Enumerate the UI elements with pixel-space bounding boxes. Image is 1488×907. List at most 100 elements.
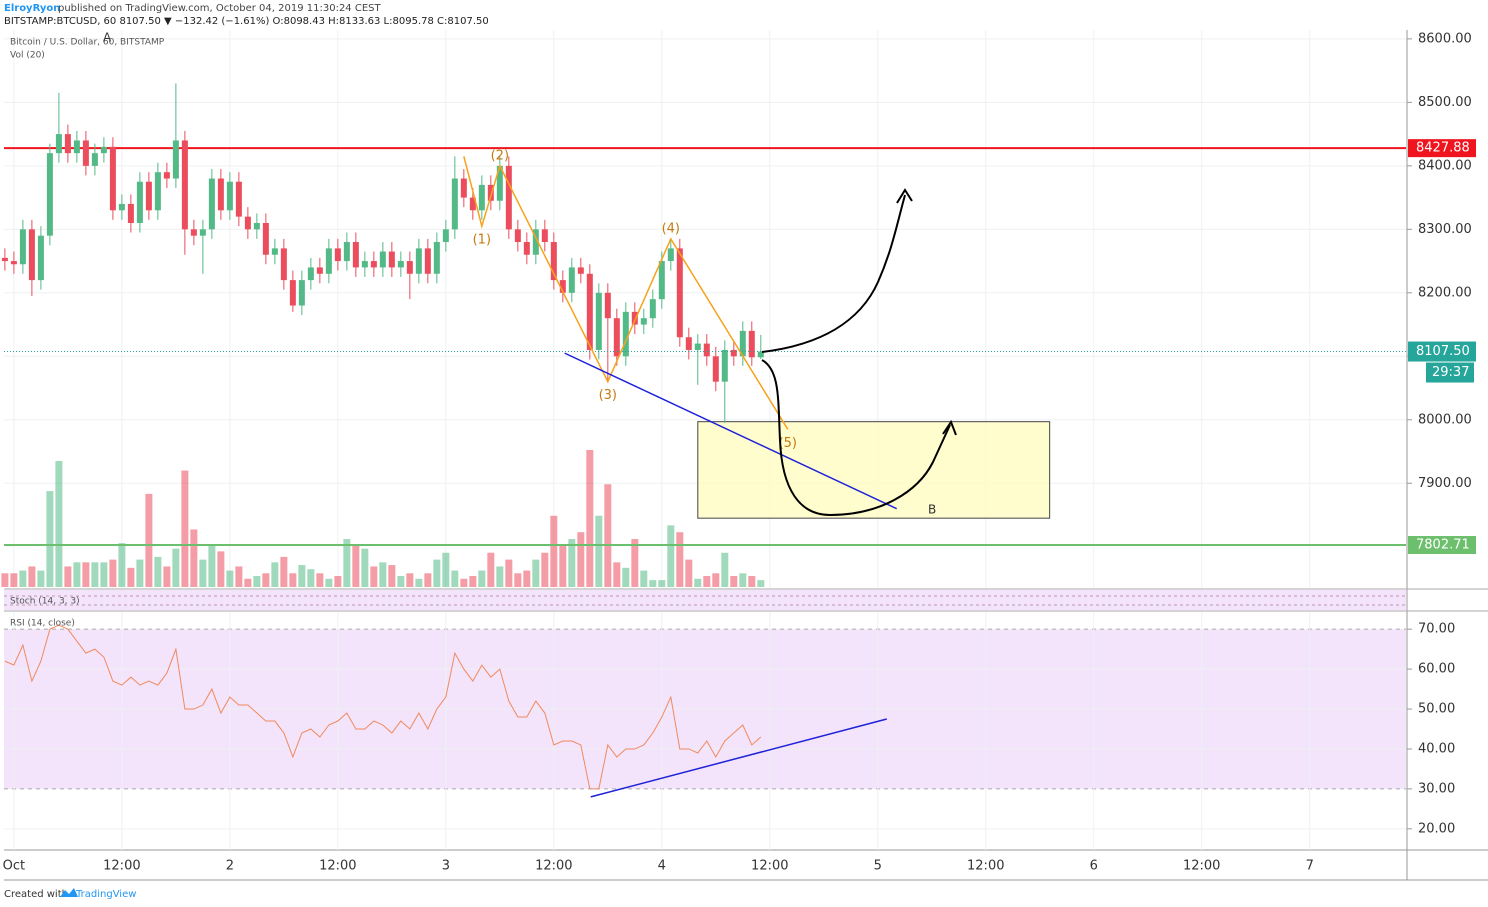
candle-body [541, 229, 548, 243]
volume-bar [451, 570, 459, 587]
volume-bar [631, 539, 639, 587]
volume-bar [343, 539, 351, 587]
candle-body [172, 140, 179, 179]
wave-line [463, 156, 789, 430]
wave-label: (2) [491, 148, 509, 163]
volume-bar [316, 573, 324, 587]
wave-label: (4) [662, 221, 680, 236]
volume-bar [586, 450, 594, 587]
candle-body [262, 222, 269, 255]
candle-body [235, 181, 242, 217]
volume-bar [100, 562, 108, 587]
candle-body [613, 318, 620, 357]
volume-bar [415, 578, 423, 587]
candle-body [487, 184, 494, 201]
plot: Oct 12:00 2 12:00 3 12:00 4 12:00 5 12:00 6 12:00 7 7… [1, 30, 1476, 874]
price-label: 8107.50 [1416, 344, 1470, 359]
candle-body [55, 134, 62, 154]
volume-bar [1, 573, 9, 587]
stoch-label: Stoch (14, 3, 3) [10, 597, 80, 607]
wave-label: (1) [473, 233, 491, 248]
published: published on TradingView.com, October 04… [58, 3, 381, 14]
volume-bar [550, 515, 558, 587]
x-tick-label: 7 [1306, 859, 1314, 874]
candle-body [100, 146, 107, 154]
volume-bar [622, 567, 630, 587]
candle-body [451, 178, 458, 230]
y-tick-label: 8200.00 [1418, 285, 1472, 300]
volume-bar [469, 576, 477, 587]
candle-body [226, 181, 233, 211]
volume-bar [478, 570, 486, 587]
volume-bar [244, 578, 252, 587]
volume-bar [334, 576, 342, 587]
candle-body [658, 261, 665, 300]
candle-body [334, 248, 341, 262]
candle-body [1, 257, 8, 262]
candle-body [208, 178, 215, 230]
rsi-line [4, 624, 762, 790]
x-tick-label: 12:00 [967, 859, 1004, 874]
candle-body [352, 242, 359, 268]
candle-body [343, 242, 350, 262]
volume-bar [55, 460, 63, 587]
footer-text: Created with [4, 889, 68, 900]
wave-label: (3) [599, 388, 617, 403]
footer-brand[interactable]: TradingView [75, 889, 136, 900]
candle-body [694, 343, 701, 350]
y-tick-label: 8400.00 [1418, 158, 1472, 173]
candle-body [460, 178, 467, 198]
arrow-head [942, 419, 957, 436]
volume-bar [352, 545, 360, 587]
candle-body [73, 140, 80, 154]
volume-bar [577, 532, 585, 587]
x-tick-label: 12:00 [751, 859, 788, 874]
countdown: 29:37 [1432, 365, 1469, 380]
candle-body [739, 330, 746, 357]
volume-bar [136, 559, 144, 587]
volume-bar [694, 578, 702, 587]
symbol-line: BITSTAMP:BTCUSD, 60 8107.50 ▼ −132.42 (−… [4, 16, 489, 27]
volume-bar [397, 576, 405, 587]
volume-bar [658, 580, 666, 587]
y-tick-label: 8500.00 [1418, 95, 1472, 110]
candle-body [649, 299, 656, 319]
volume-bar [163, 566, 171, 587]
candle-body [82, 140, 89, 166]
volume-bar [109, 559, 117, 587]
x-tick-label: 2 [226, 859, 234, 874]
candle-body [217, 178, 224, 211]
countdown-box [1426, 362, 1474, 383]
volume-bar [721, 552, 729, 587]
volume-bar [406, 573, 414, 587]
y-tick-label: 30.00 [1418, 781, 1455, 796]
volume-bar [460, 578, 468, 587]
candle-body [748, 330, 755, 358]
x-tick-label: 5 [874, 859, 882, 874]
volume-bar [298, 565, 306, 587]
candle-body [163, 172, 170, 179]
candle-body [577, 267, 584, 274]
volume-bar [640, 570, 648, 587]
volume-bar [487, 552, 495, 587]
x-tick-label: 4 [658, 859, 666, 874]
candle-body [307, 267, 314, 281]
candle-body [190, 229, 197, 236]
volume-bar [649, 580, 657, 587]
volume-bar [757, 580, 765, 587]
volume-bar [118, 543, 126, 587]
x-tick-label: 12:00 [1183, 859, 1220, 874]
volume-bar [64, 566, 72, 587]
candle-body [298, 280, 305, 306]
volume-bar [604, 484, 612, 587]
volume-bar [442, 552, 450, 587]
volume-bar [388, 565, 396, 587]
volume-bar [559, 545, 567, 587]
drawn-arrow [761, 359, 951, 517]
logo [60, 888, 78, 897]
candle-body [361, 261, 368, 268]
target-box [697, 421, 1051, 519]
volume-bar [28, 566, 36, 587]
x-tick-label: Oct [3, 859, 25, 874]
